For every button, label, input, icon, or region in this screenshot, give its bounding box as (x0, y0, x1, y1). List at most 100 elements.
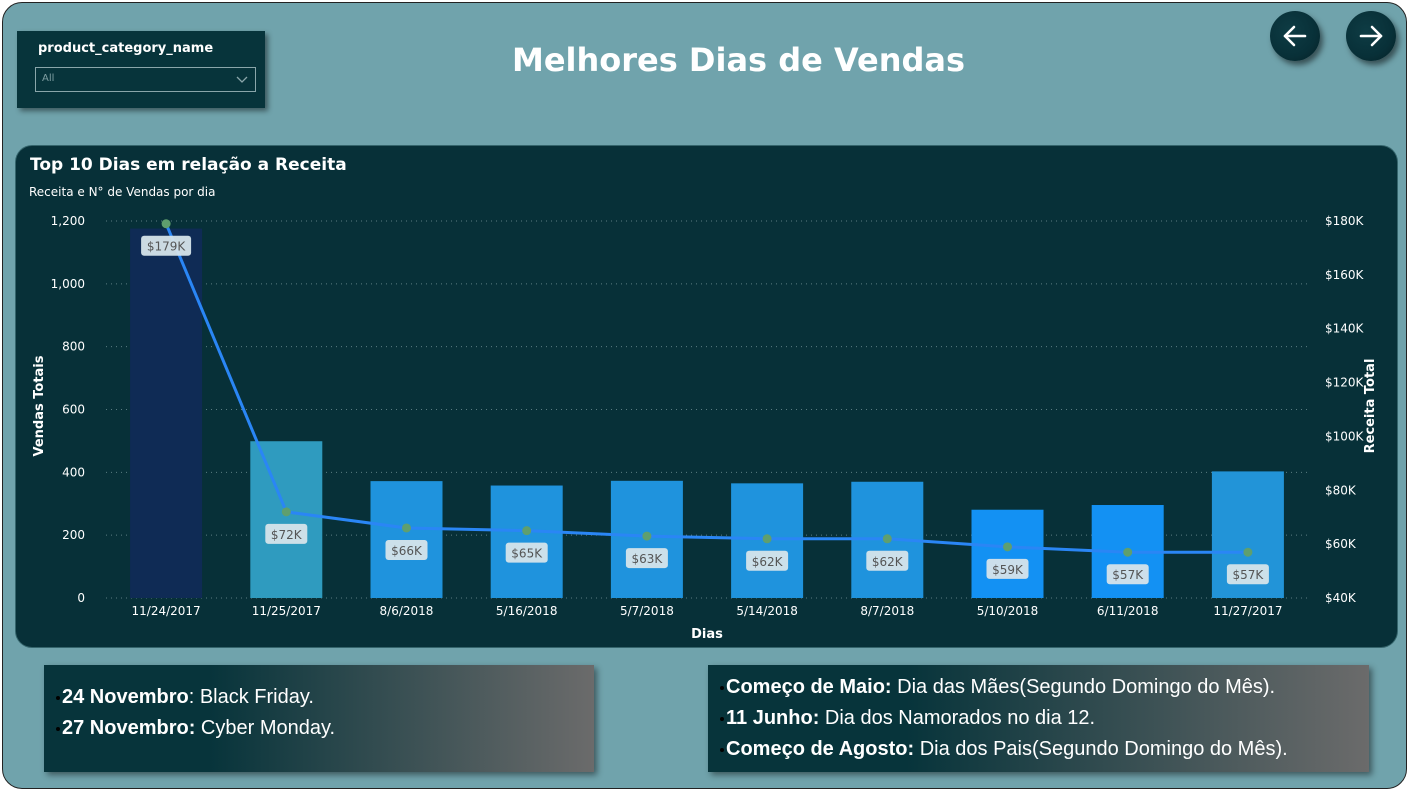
data-label: $57K (1112, 568, 1144, 582)
filter-label: product_category_name (38, 41, 214, 56)
chart-title: Top 10 Dias em relação a Receita (30, 155, 347, 175)
data-label-box (141, 235, 192, 256)
data-label-box (385, 539, 428, 560)
y-left-tick-label: 1,200 (51, 214, 85, 228)
revenue-marker (281, 507, 291, 517)
holiday-notes-commemorative: Começo de Maio: Dia das Mães(Segundo Dom… (708, 665, 1369, 772)
note-text: Cyber Monday. (195, 717, 336, 739)
note-highlight: 11 Junho: (726, 707, 820, 729)
data-label-box (866, 550, 909, 571)
data-label-box (265, 523, 308, 544)
y-left-tick-label: 200 (62, 528, 85, 542)
note-highlight: 27 Novembro: (62, 717, 196, 739)
revenue-marker (1123, 547, 1133, 557)
category-filter-slicer: product_category_name All (17, 31, 265, 108)
bar (130, 228, 203, 598)
note-text: Dia das Mães(Segundo Domingo do Mês). (891, 676, 1276, 698)
y-left-tick-label: 800 (62, 340, 85, 354)
note-line: 11 Junho: Dia dos Namorados no dia 12. (720, 707, 1095, 730)
note-line: 24 Novembro: Black Friday. (56, 686, 314, 709)
data-label-box (986, 558, 1029, 579)
note-text: : Black Friday. (188, 686, 314, 708)
revenue-marker (762, 534, 772, 544)
x-tick-label: 5/16/2018 (496, 604, 558, 618)
y-right-tick-label: $40K (1325, 591, 1357, 605)
arrow-right-icon (1359, 25, 1383, 47)
chart-card: Top 10 Dias em relação a Receita Receita… (16, 146, 1397, 647)
revenue-marker (1243, 547, 1253, 557)
x-tick-label: 5/10/2018 (977, 604, 1039, 618)
x-tick-label: 6/11/2018 (1097, 604, 1159, 618)
note-highlight: 24 Novembro (62, 686, 189, 708)
filter-selected-value: All (42, 73, 55, 84)
x-tick-label: 8/6/2018 (380, 604, 434, 618)
data-label: $72K (271, 528, 303, 542)
y-right-tick-label: $180K (1325, 214, 1365, 228)
data-label-box (505, 542, 548, 563)
note-highlight: Começo de Agosto: (726, 738, 915, 760)
y-left-tick-label: 1,000 (51, 277, 85, 291)
note-line: Começo de Agosto: Dia dos Pais(Segundo D… (720, 738, 1288, 761)
revenue-marker (1003, 542, 1012, 552)
x-tick-label: 11/24/2017 (132, 604, 201, 618)
x-axis-title: Dias (691, 627, 723, 642)
x-tick-label: 8/7/2018 (860, 604, 914, 618)
data-label-box (1106, 564, 1149, 585)
chart-subtitle: Receita e N° de Vendas por dia (29, 185, 216, 199)
y-right-tick-label: $100K (1325, 429, 1365, 443)
y-right-tick-label: $120K (1325, 376, 1365, 390)
y-left-tick-label: 400 (62, 465, 85, 479)
note-highlight: Começo de Maio: (726, 676, 892, 698)
data-label: $57K (1233, 568, 1265, 582)
data-label: $62K (872, 555, 904, 569)
revenue-marker (161, 219, 171, 229)
forward-button[interactable] (1346, 11, 1396, 61)
revenue-marker (642, 531, 652, 541)
page-title: Melhores Dias de Vendas (511, 41, 966, 79)
y-left-tick-label: 0 (77, 591, 85, 605)
note-line: Começo de Maio: Dia das Mães(Segundo Dom… (720, 676, 1275, 699)
revenue-marker (882, 534, 892, 544)
chevron-down-icon (236, 76, 248, 83)
y-right-tick-label: $60K (1325, 537, 1357, 551)
bar (971, 509, 1044, 598)
revenue-marker (522, 526, 532, 536)
bullet-icon (56, 726, 60, 731)
x-tick-label: 11/25/2017 (252, 604, 321, 618)
y-left-axis-title: Vendas Totais (32, 355, 47, 456)
y-right-tick-label: $160K (1325, 268, 1365, 282)
data-label: $59K (992, 563, 1024, 577)
bullet-icon (720, 747, 724, 752)
y-right-tick-label: $80K (1325, 483, 1357, 497)
y-right-axis-title: Receita Total (1363, 359, 1378, 454)
revenue-line (164, 223, 1248, 554)
note-text: Dia dos Pais(Segundo Domingo do Mês). (914, 738, 1288, 760)
bar (250, 441, 323, 598)
data-label: $63K (632, 552, 664, 566)
bar (490, 485, 563, 598)
x-tick-label: 5/14/2018 (736, 604, 798, 618)
y-left-tick-label: 600 (62, 403, 85, 417)
data-label: $179K (147, 240, 187, 254)
data-label: $62K (752, 555, 784, 569)
x-tick-label: 11/27/2017 (1213, 604, 1282, 618)
back-button[interactable] (1270, 11, 1320, 61)
bullet-icon (56, 695, 60, 700)
holiday-notes-november: 24 Novembro: Black Friday. 27 Novembro: C… (44, 665, 594, 772)
data-label: $65K (511, 547, 543, 561)
note-line: 27 Novembro: Cyber Monday. (56, 717, 335, 740)
note-text: Dia dos Namorados no dia 12. (819, 707, 1096, 729)
bullet-icon (720, 716, 724, 721)
combo-chart: 0 200 400 600 800 1,000 1,200 $40K $60K $80K $100K… (32, 214, 1378, 642)
data-label: $66K (391, 544, 423, 558)
x-tick-label: 5/7/2018 (620, 604, 674, 618)
bullet-icon (720, 685, 724, 690)
data-label-box (1226, 564, 1269, 585)
revenue-marker (402, 523, 411, 533)
data-label-box (625, 548, 668, 569)
bar (370, 481, 443, 598)
data-label-box (746, 550, 789, 571)
category-filter-dropdown[interactable]: All (35, 67, 256, 92)
arrow-left-icon (1283, 25, 1307, 47)
